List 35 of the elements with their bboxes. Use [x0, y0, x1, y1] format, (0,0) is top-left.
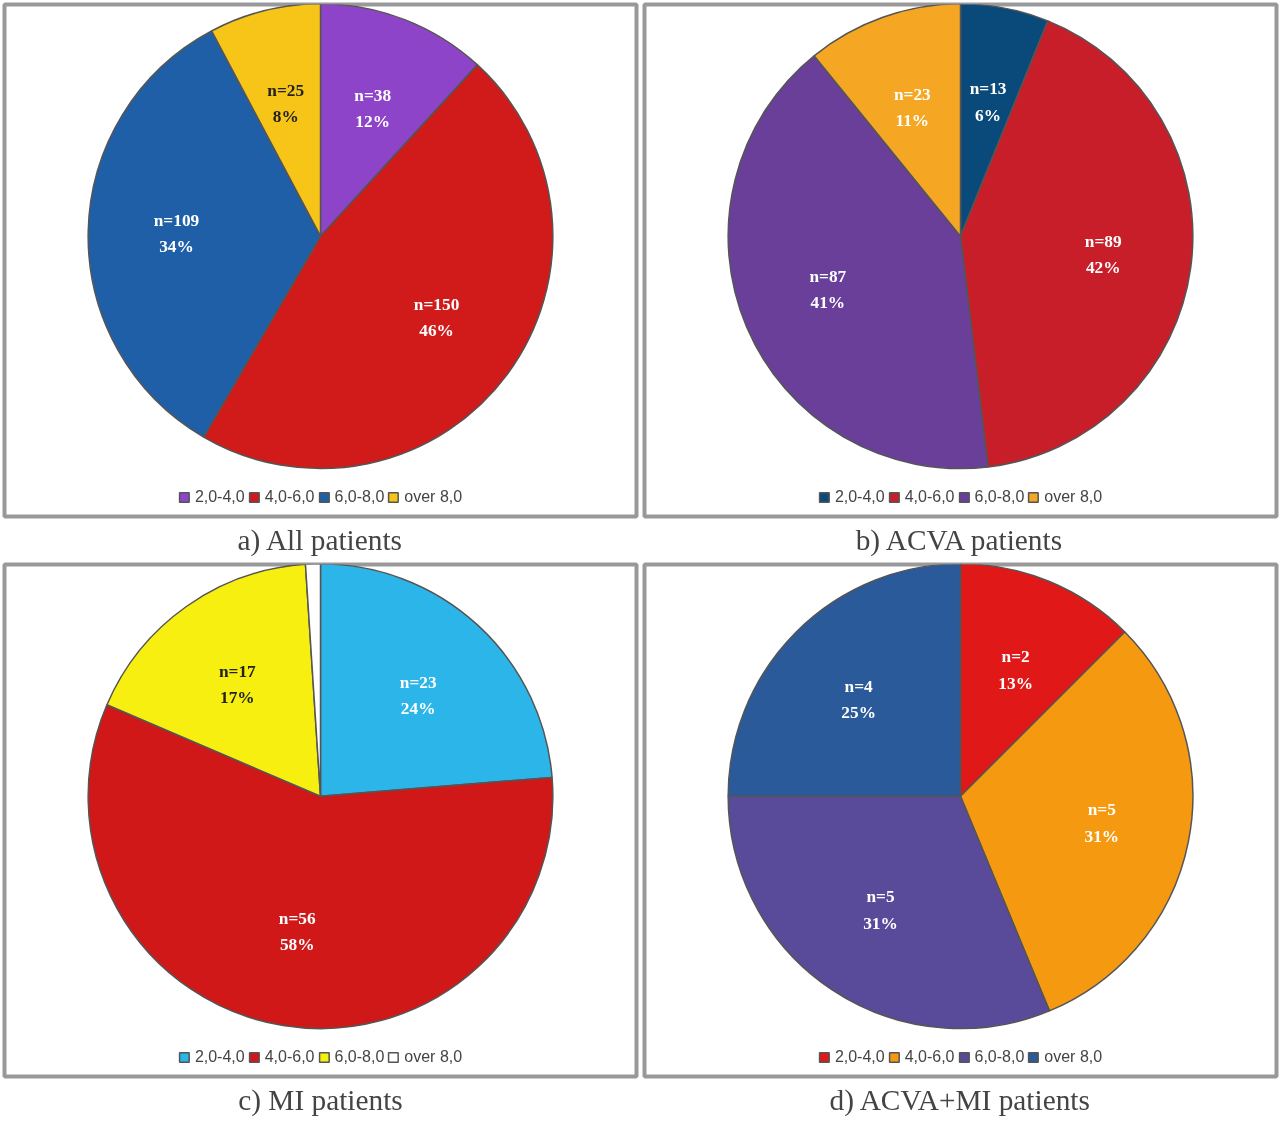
- text: c) MI patients: [238, 1083, 403, 1117]
- legend-label: 4,0-6,0: [264, 488, 315, 506]
- legend-label: 2,0-4,0: [194, 488, 245, 506]
- legend-label: 2,0-4,0: [834, 1048, 885, 1066]
- data-label: n=56 58%: [278, 908, 317, 954]
- data-label: n=38 12%: [354, 85, 392, 132]
- legend-label: 2,0-4,0: [194, 1048, 245, 1066]
- data-label: n=87 41%: [809, 266, 847, 313]
- data-label: n=150 46%: [413, 294, 460, 341]
- legend-label: 4,0-6,0: [904, 1048, 955, 1066]
- legend-label: over 8,0: [1044, 488, 1103, 506]
- data-label: n=17 17%: [218, 661, 257, 708]
- legend-label: 4,0-6,0: [264, 1048, 315, 1066]
- legend-label: over 8,0: [1044, 1048, 1103, 1066]
- data-label: n=109 34%: [153, 210, 200, 257]
- legend-label: 6,0-8,0: [334, 488, 385, 506]
- data-label: n=23 24%: [399, 672, 437, 719]
- legend-label: over 8,0: [404, 488, 463, 506]
- legend-label: 4,0-6,0: [904, 488, 955, 506]
- data-label: n=5 31%: [863, 887, 898, 933]
- data-label: n=25 8%: [267, 80, 305, 127]
- legend-label: 6,0-8,0: [334, 1048, 385, 1066]
- legend-label: 2,0-4,0: [834, 488, 885, 506]
- legend-label: 6,0-8,0: [974, 488, 1025, 506]
- legend-label: over 8,0: [404, 1048, 463, 1066]
- legend-label: 6,0-8,0: [974, 1048, 1025, 1066]
- text: b) ACVA patients: [855, 523, 1063, 557]
- data-label: n=2 13%: [998, 647, 1033, 693]
- data-label: n=13 6%: [969, 79, 1007, 125]
- data-label: n=4 25%: [841, 676, 876, 723]
- text: a) All patients: [237, 523, 402, 557]
- data-label: n=89 42%: [1084, 231, 1123, 278]
- data-label: n=5 31%: [1084, 800, 1120, 846]
- data-label: n=23 11%: [893, 84, 932, 131]
- text: d) ACVA+MI patients: [829, 1083, 1090, 1117]
